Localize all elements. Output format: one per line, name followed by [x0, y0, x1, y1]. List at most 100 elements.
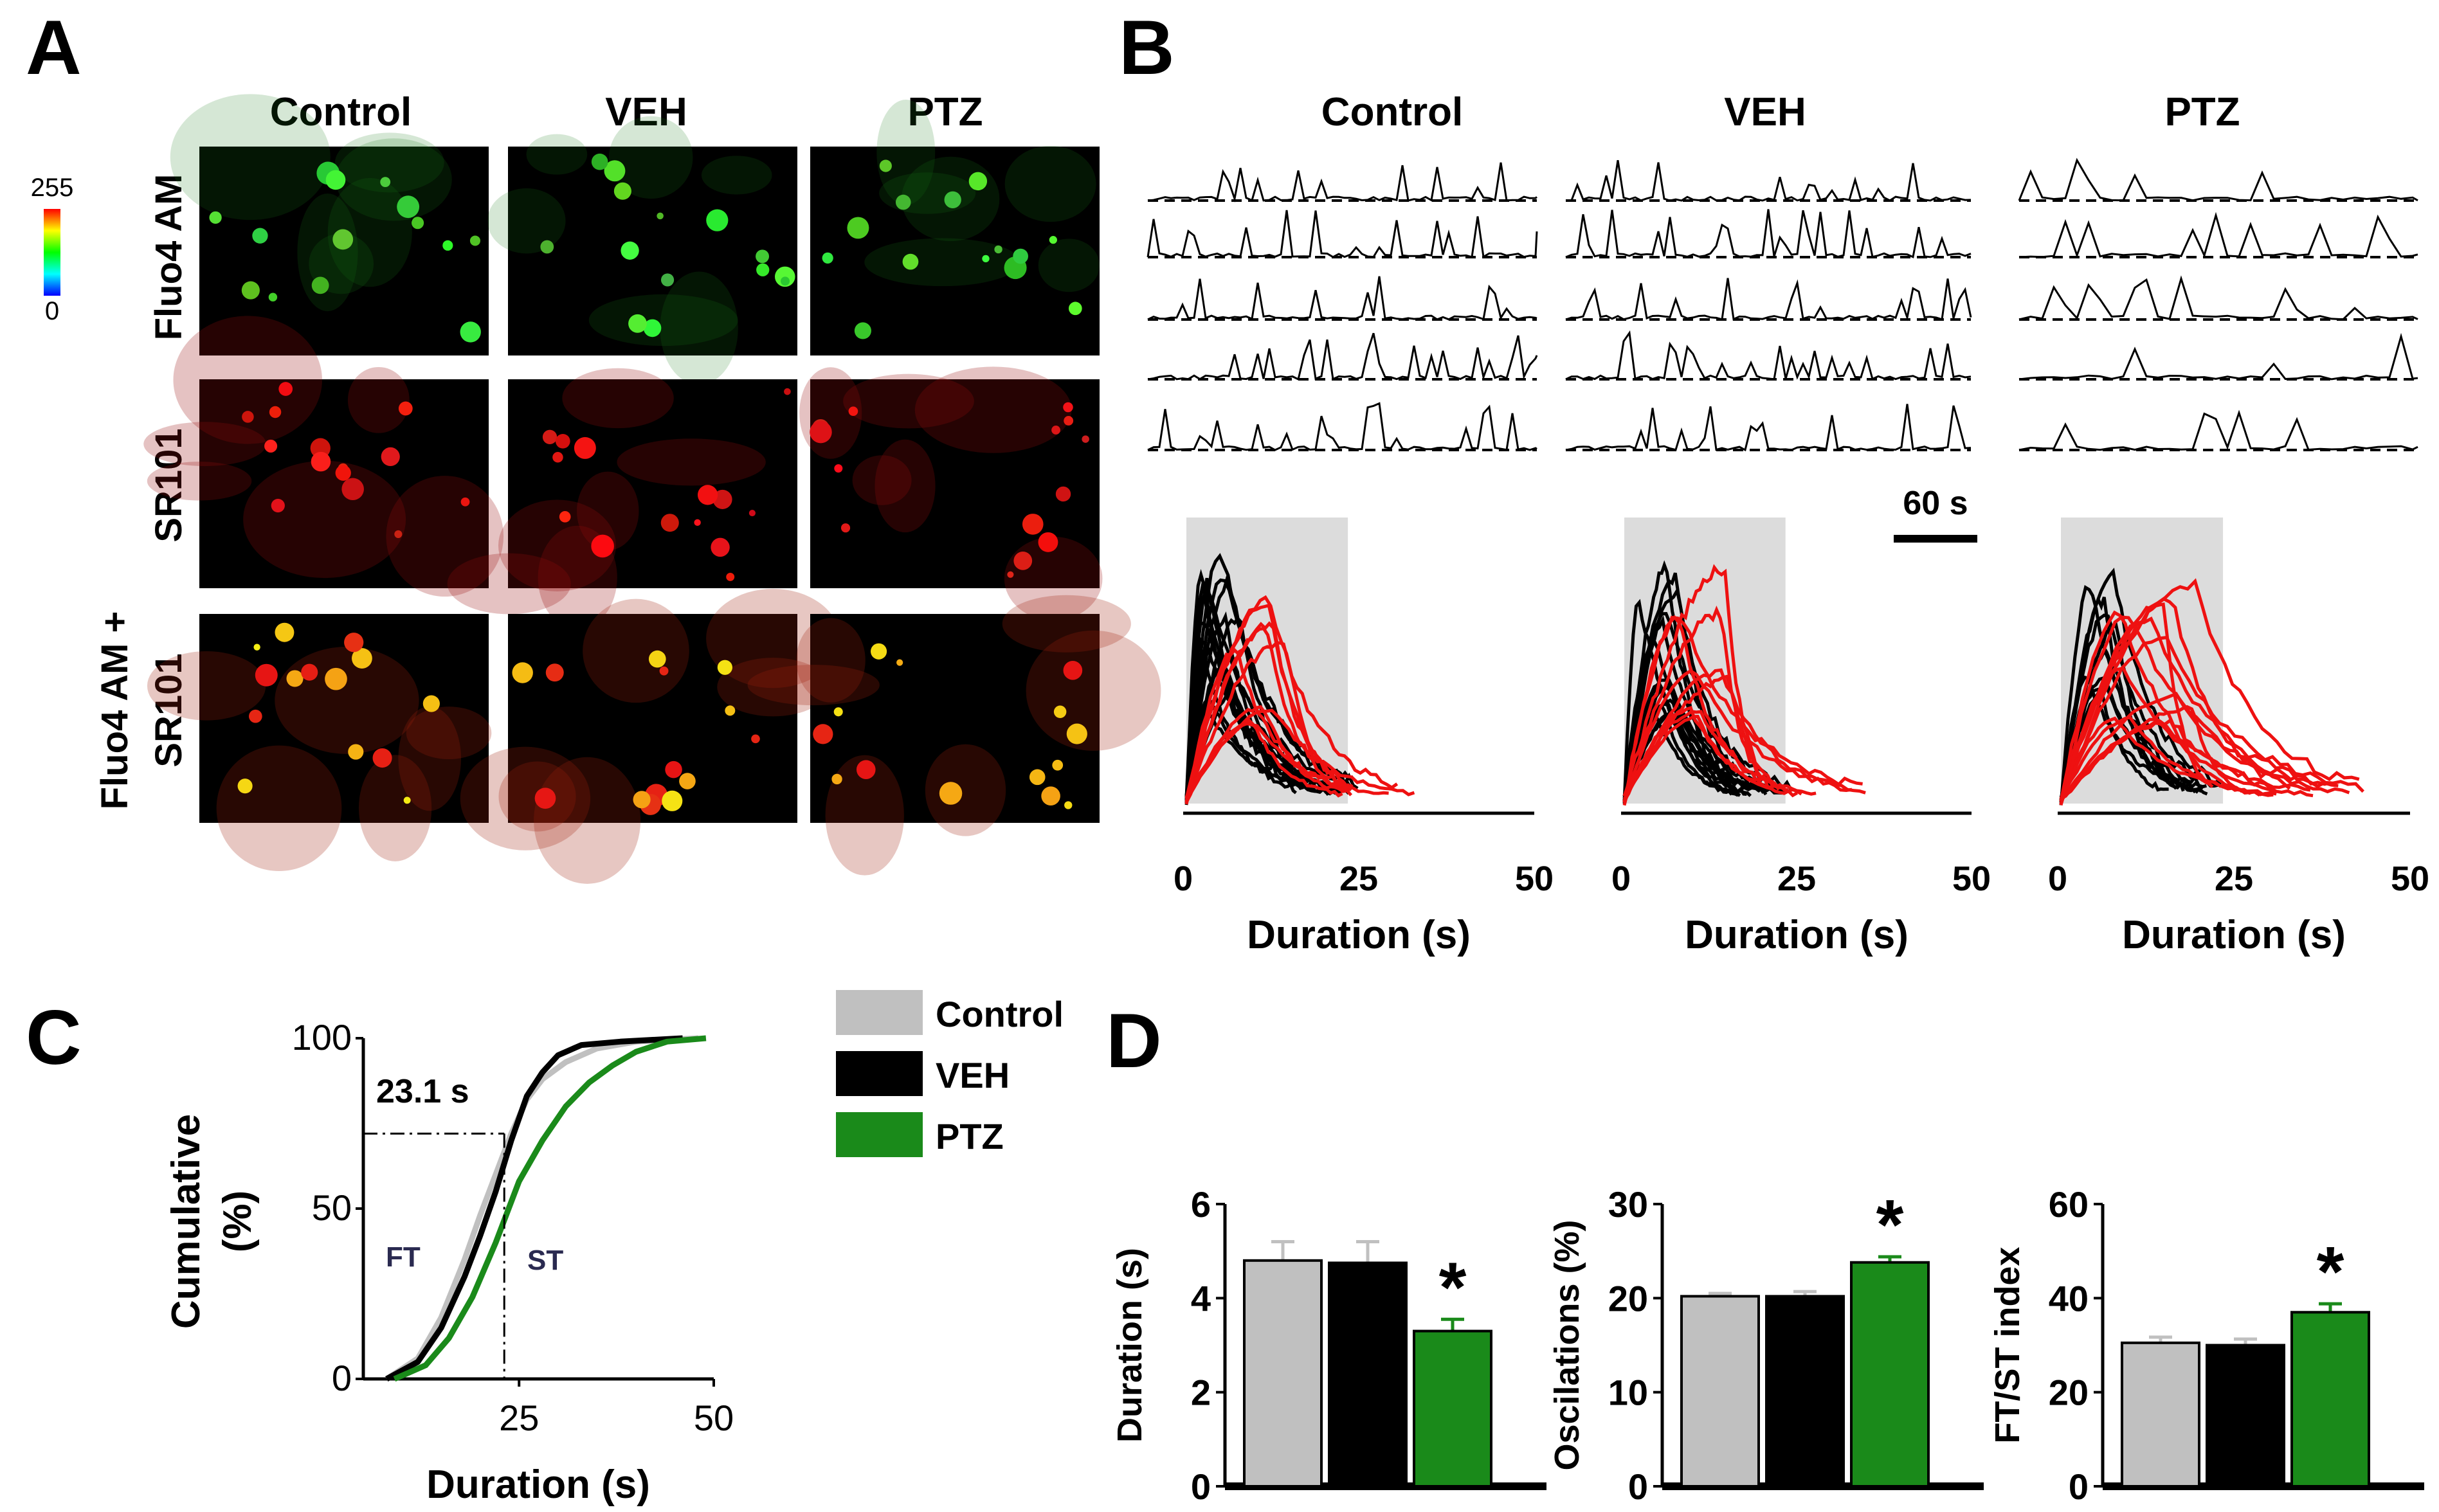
legend-label-veh: VEH — [936, 1055, 1010, 1095]
c-region-ft: FT — [386, 1241, 421, 1273]
trace-1-2 — [1565, 278, 1972, 321]
c-annotation-label: 23.1 s — [376, 1073, 469, 1110]
trace-1-1 — [1565, 209, 1972, 258]
colorbar-min: 0 — [45, 297, 59, 325]
legend: Control VEH PTZ — [836, 990, 1064, 1157]
d-ytick: 10 — [1608, 1372, 1648, 1413]
d-bar-veh — [1765, 1295, 1845, 1488]
micrograph-red-1 — [447, 368, 797, 629]
d-ytick: 0 — [1628, 1466, 1648, 1507]
bar-chart-ftst: 0 20 40 60 FT/ST index * — [1988, 1184, 2424, 1507]
trace-2-2 — [2018, 275, 2418, 321]
c-xlabel: Duration (s) — [426, 1462, 650, 1507]
bar-chart-oscilations: 0 10 20 30 Oscilations (%) * — [1548, 1184, 1984, 1507]
d-significance-star: * — [2317, 1232, 2344, 1311]
micrograph-red-2 — [799, 366, 1103, 621]
c-region-st: ST — [527, 1245, 563, 1276]
d-bar-ptz — [2290, 1311, 2370, 1488]
d-ytick: 40 — [2049, 1278, 2089, 1318]
d-ytick: 60 — [2049, 1184, 2089, 1225]
trace-2-1 — [2018, 212, 2418, 258]
transient-overlays — [1184, 518, 2364, 806]
panel-a-col-ptz: PTZ — [907, 90, 983, 134]
trace-2-3 — [2018, 332, 2418, 381]
legend-label-ptz: PTZ — [936, 1116, 1004, 1156]
b-tick-25: 25 — [2215, 860, 2253, 898]
trace-0-4 — [1147, 402, 1537, 451]
panel-a-col-veh: VEH — [605, 90, 687, 134]
d-ytick: 4 — [1191, 1278, 1211, 1318]
trace-2-0 — [2018, 158, 2418, 202]
legend-swatch-veh — [836, 1051, 923, 1096]
panel-b-axis-ptz: 0 25 50 Duration (s) — [2048, 811, 2429, 957]
c-ytick: 0 — [332, 1358, 352, 1398]
d-ytick: 20 — [1608, 1278, 1648, 1318]
panel-letter-b: B — [1119, 4, 1175, 91]
b-tick-25: 25 — [1777, 860, 1816, 898]
bar-chart-duration: 0 2 4 6 Duration (s) * — [1111, 1184, 1546, 1507]
cumulative-chart: 0 50 100 25 50 23.1 s FT ST Duration (s) Cum… — [164, 1017, 734, 1507]
panel-b-col-control: Control — [1321, 90, 1463, 134]
trace-2-4 — [2018, 410, 2418, 451]
trace-0-2 — [1147, 276, 1537, 321]
d-bar-control — [1243, 1259, 1323, 1488]
panel-b-axis-veh: 0 25 50 Duration (s) — [1611, 811, 1991, 957]
d-bar-veh — [2206, 1344, 2285, 1488]
c-series-veh — [385, 1035, 683, 1382]
c-xtick: 25 — [499, 1398, 539, 1438]
d-ylabel: Oscilations (%) — [1548, 1220, 1586, 1470]
d-significance-star: * — [1439, 1248, 1467, 1327]
b-tick-50: 50 — [1515, 860, 1554, 898]
d-ytick: 20 — [2049, 1372, 2089, 1413]
d-ylabel: FT/ST index — [1988, 1246, 2027, 1443]
overlay-1 — [1622, 518, 1866, 806]
b-tick-0: 0 — [1611, 860, 1631, 898]
d-ytick: 0 — [1191, 1466, 1211, 1507]
panel-b-col-veh: VEH — [1724, 90, 1806, 134]
b-tick-25: 25 — [1339, 860, 1378, 898]
micrograph-green-1 — [487, 116, 797, 385]
calcium-traces — [1147, 158, 2418, 452]
d-bar-control — [2121, 1341, 2200, 1488]
c-series-ptz — [393, 1035, 707, 1382]
colorbar — [44, 209, 60, 296]
d-bar-ptz — [1413, 1329, 1492, 1488]
scalebar-label: 60 s — [1903, 485, 1968, 522]
c-ytick: 100 — [292, 1017, 352, 1058]
b-xlabel-ptz: Duration (s) — [2122, 913, 2346, 957]
micrograph-merge-0 — [147, 614, 492, 872]
trace-0-1 — [1147, 210, 1538, 258]
d-bar-veh — [1328, 1261, 1408, 1488]
legend-swatch-control — [836, 990, 923, 1035]
b-tick-0: 0 — [2048, 860, 2067, 898]
micrograph-merge-1 — [460, 588, 840, 884]
micrograph-merge-2 — [747, 595, 1161, 876]
panel-b-axis-control: 0 25 50 Duration (s) — [1174, 811, 1554, 957]
panel-a-row-merge-2: SR101 — [148, 653, 190, 767]
d-ytick: 30 — [1608, 1184, 1648, 1225]
trace-0-0 — [1147, 162, 1537, 203]
d-bar-ptz — [1850, 1261, 1930, 1488]
c-xtick: 50 — [694, 1398, 734, 1438]
panel-letter-a: A — [26, 4, 82, 91]
d-ytick: 6 — [1191, 1184, 1211, 1225]
c-ylabel-2: (%) — [215, 1191, 260, 1252]
trace-1-4 — [1565, 404, 1972, 452]
trace-1-0 — [1565, 159, 1972, 202]
b-tick-50: 50 — [2391, 860, 2429, 898]
panel-a-row-sr101: SR101 — [148, 428, 190, 542]
b-tick-50: 50 — [1952, 860, 1991, 898]
c-ylabel-1: Cumulative — [164, 1114, 208, 1329]
colorbar-max: 255 — [31, 174, 74, 202]
d-significance-star: * — [1876, 1185, 1904, 1264]
trace-0-3 — [1147, 332, 1538, 381]
b-xlabel-veh: Duration (s) — [1685, 913, 1909, 957]
micrograph-grid — [143, 94, 1161, 884]
d-ytick: 0 — [2069, 1466, 2089, 1507]
panel-a-col-control: Control — [270, 90, 412, 134]
trace-1-3 — [1565, 330, 1972, 381]
panel-letter-d: D — [1106, 998, 1162, 1084]
panel-a-row-fluo4: Fluo4 AM — [148, 174, 190, 341]
legend-label-control: Control — [936, 994, 1064, 1034]
